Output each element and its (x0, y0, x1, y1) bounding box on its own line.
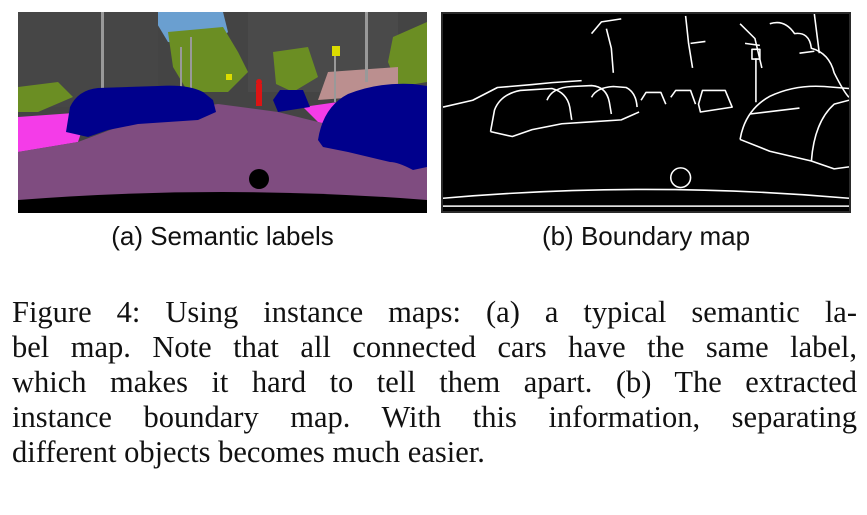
caption-line-4: instance boundary map. With this informa… (12, 400, 857, 434)
caption-line-3: which makes it hard to tell them apart. … (12, 365, 857, 399)
caption-line-5: different objects becomes much easier. (12, 435, 485, 469)
boundary-map-image (441, 12, 851, 213)
subfigure-caption-b: (b) Boundary map (541, 221, 751, 251)
caption-line-1: Figure 4: Using instance maps: (a) a typ… (12, 295, 857, 329)
boundary-map-svg (443, 14, 849, 211)
semantic-label-map-image (18, 12, 427, 213)
subfigure-caption-a: (a) Semantic labels (111, 221, 334, 251)
semantic-label-map-svg (18, 12, 427, 213)
caption-line-2: bel map. Note that all connected cars ha… (12, 330, 857, 364)
figure-caption: Figure 4: Using instance maps: (a) a typ… (12, 295, 857, 470)
